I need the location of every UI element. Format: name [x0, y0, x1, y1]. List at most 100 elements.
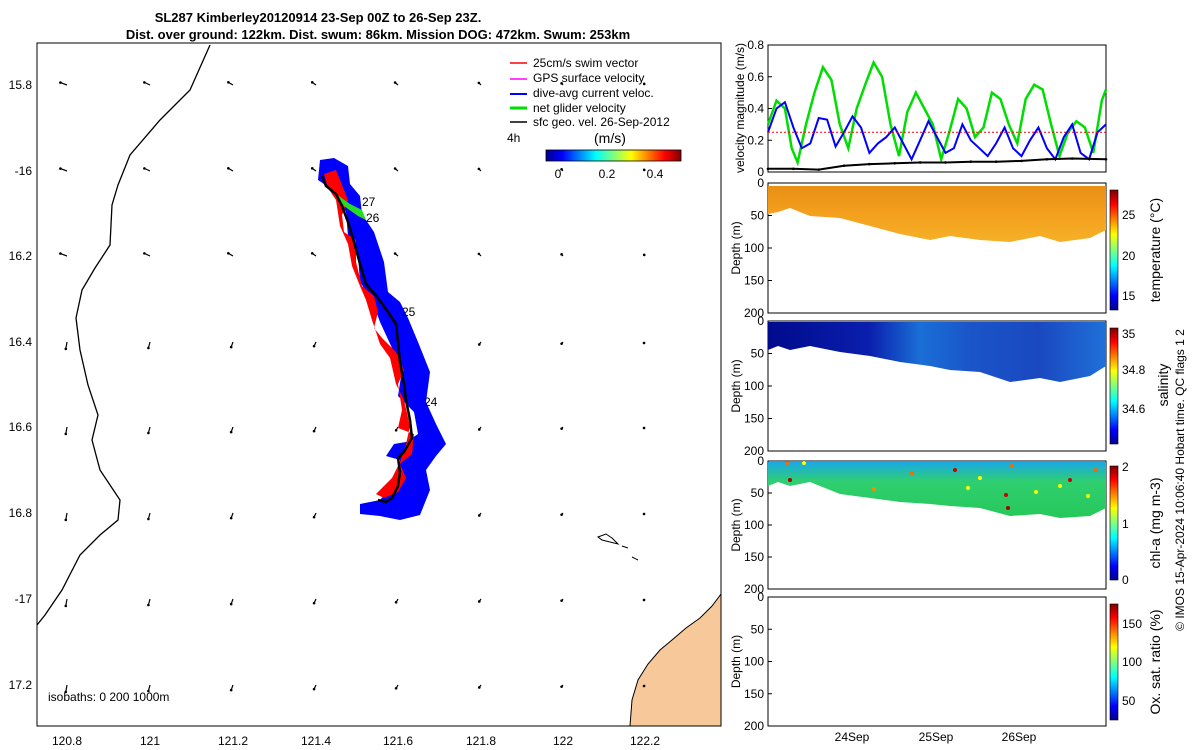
chl-cbar-tick: 2 — [1122, 460, 1129, 474]
temperature-panel — [767, 182, 1119, 314]
glider-swath — [318, 158, 446, 520]
ox-cbar-tick: 50 — [1122, 694, 1136, 708]
temp-cbar-tick: 15 — [1122, 289, 1136, 303]
arrow-head — [64, 432, 68, 436]
arrow-head — [229, 345, 233, 349]
geo-point — [766, 167, 770, 171]
depth-tick-label: 150 — [744, 412, 764, 426]
chl-hotspots — [785, 461, 1098, 510]
time-tick: 25Sep — [919, 730, 954, 744]
arrow-head — [394, 428, 398, 432]
arrow-head — [64, 518, 68, 522]
arrow-head — [310, 167, 314, 170]
arrow-head — [477, 686, 481, 689]
depth-tick-label: 50 — [751, 209, 765, 223]
ox-cbar-tick: 150 — [1122, 617, 1142, 631]
depth-axis-label: Depth (m) — [729, 635, 743, 688]
depth-tick-label: 0 — [757, 176, 764, 190]
arrow-head — [227, 81, 230, 84]
depth-tick-label: 100 — [744, 379, 764, 393]
depth-tick-label: 150 — [744, 550, 764, 564]
arrow-head — [477, 81, 481, 85]
depth-axis-label: Depth (m) — [729, 221, 743, 274]
map-x-ticks: 120.8 121 121.2 121.4 121.6 121.8 122 12… — [52, 734, 660, 748]
day-label-25: 25 — [402, 305, 416, 319]
map-y-tick: 16.6 — [9, 420, 33, 434]
arrow-head — [642, 512, 646, 516]
geo-point — [893, 161, 897, 165]
arrow-head — [147, 603, 150, 607]
chl-colorbar — [1109, 465, 1119, 581]
arrow-head — [477, 428, 481, 431]
arrow-head — [560, 168, 563, 171]
depth-tick-label: 100 — [744, 241, 764, 255]
oxygen-panel — [767, 596, 1119, 727]
map-x-tick: 121.4 — [301, 734, 331, 748]
day-label-24: 24 — [424, 395, 438, 409]
arrow-head — [642, 426, 646, 430]
map-panel: 27 26 25 24 120.8 121 121.2 121.4 121.6 … — [9, 42, 722, 748]
arrow-head — [59, 81, 62, 84]
geo-point — [1104, 158, 1108, 161]
velocity-tick-label: 0.6 — [747, 70, 764, 84]
sal-cbar-tick: 34.6 — [1122, 402, 1146, 416]
arrow-head — [147, 431, 150, 435]
arrow-head — [560, 342, 563, 345]
depth-tick-label: 0 — [757, 314, 764, 328]
arrow-head — [477, 252, 481, 256]
geo-point — [817, 168, 820, 171]
velocity-frame — [767, 44, 1107, 173]
arrow-head — [642, 341, 646, 345]
geo-point — [1020, 159, 1023, 163]
isobath-line — [37, 44, 211, 626]
arrow-head — [312, 601, 316, 605]
arrow-head — [477, 167, 481, 171]
depth-tick-label: 50 — [751, 347, 765, 361]
geo-point — [868, 162, 871, 166]
arrow-head — [310, 252, 314, 255]
arrow-head — [143, 81, 146, 84]
geo-point — [1070, 157, 1074, 160]
arrow-head — [393, 167, 397, 170]
depth-tick-label: 150 — [744, 687, 764, 701]
arrow-head — [147, 346, 150, 350]
chl-cbar-tick: 0 — [1122, 573, 1129, 587]
arrow-head — [393, 252, 397, 255]
velocity-y-ticks: 0 0.2 0.4 0.6 0.8 — [747, 38, 772, 179]
velocity-tick-label: 0.8 — [747, 38, 764, 52]
time-x-ticks: 24Sep 25Sep 26Sep — [835, 730, 1037, 744]
geo-point — [969, 160, 973, 163]
legend-swim-label: 25cm/s swim vector — [533, 56, 638, 70]
arrow-head — [64, 690, 68, 694]
map-x-tick: 121.2 — [218, 734, 248, 748]
time-tick: 24Sep — [835, 730, 870, 744]
ox-cbar-tick: 100 — [1122, 655, 1142, 669]
oxygen-colorbar — [1109, 603, 1119, 721]
arrow-head — [64, 347, 68, 351]
arrow-head — [560, 513, 563, 516]
series-line-net — [766, 59, 1108, 167]
geo-point — [994, 160, 998, 163]
islands — [596, 533, 639, 561]
colorbar-tick: 0.4 — [647, 167, 664, 181]
geo-point — [918, 161, 922, 164]
map-x-tick: 120.8 — [52, 734, 82, 748]
arrow-head — [560, 599, 563, 602]
arrow-head — [229, 430, 233, 434]
chl-cbar-label: chl-a (mg m-3) — [1147, 477, 1163, 568]
sal-cbar-tick: 35 — [1122, 327, 1136, 341]
depth-tick-label: 150 — [744, 274, 764, 288]
arrow-head — [560, 427, 563, 430]
arrow-head — [312, 429, 316, 433]
arrow-head — [560, 82, 563, 85]
day-label-26: 26 — [366, 211, 380, 225]
arrow-head — [393, 81, 397, 84]
arrow-head — [310, 81, 314, 84]
arrow-head — [147, 517, 150, 521]
copyright-note: © IMOS 15-Apr-2024 10:06:40 Hobart time.… — [1173, 329, 1187, 631]
map-x-tick: 121 — [140, 734, 160, 748]
map-y-tick: 16.4 — [9, 335, 33, 349]
velocity-tick-label: 0 — [757, 165, 764, 179]
depth-tick-label: 100 — [744, 655, 764, 669]
